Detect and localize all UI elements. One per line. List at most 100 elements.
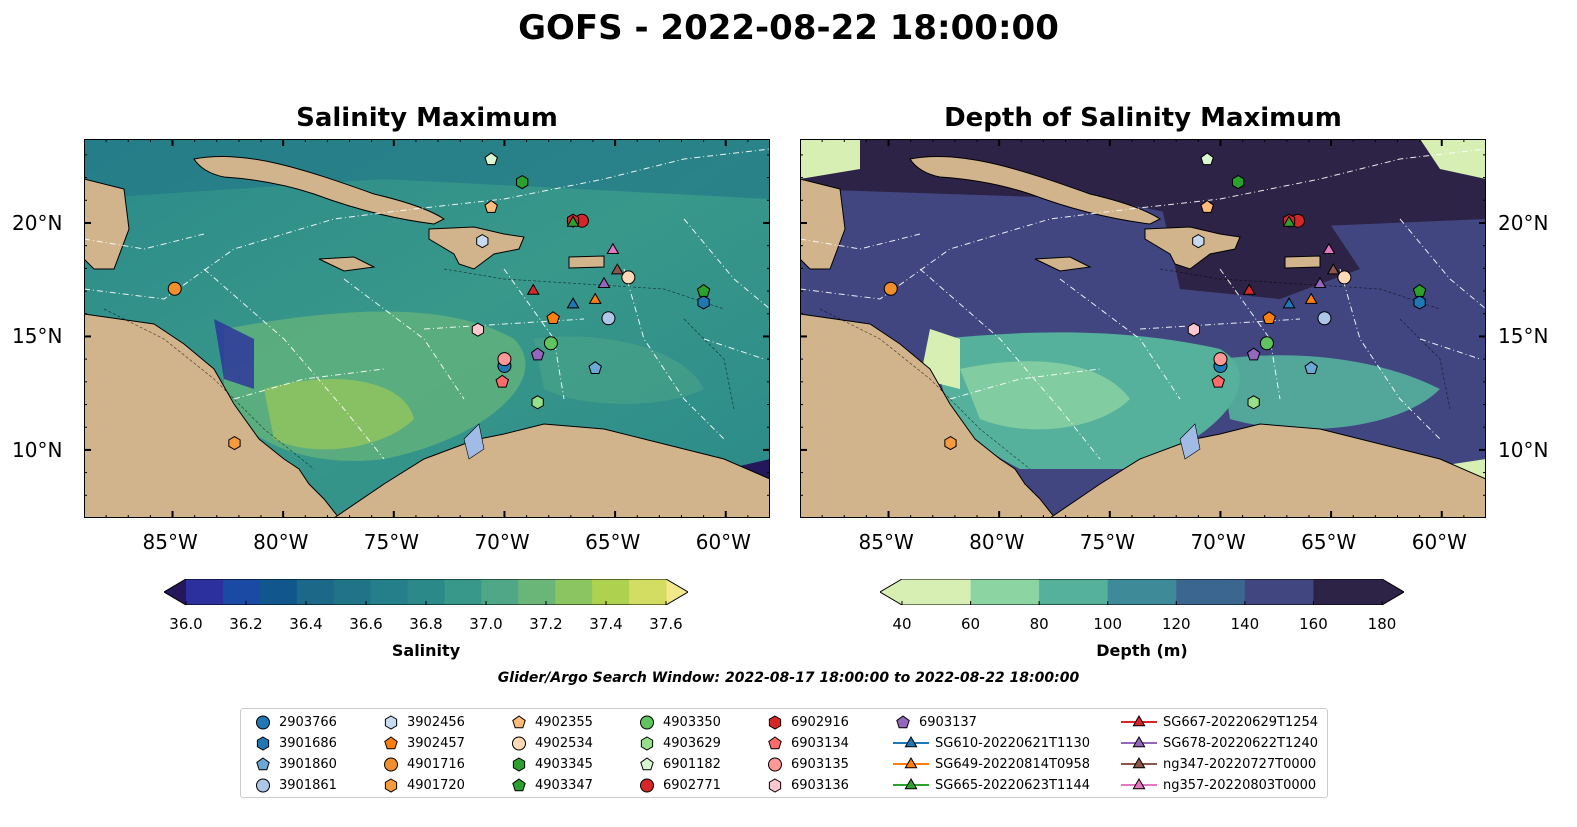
- marker-3901686[interactable]: [697, 295, 710, 310]
- marker-6901182[interactable]: [1200, 152, 1214, 166]
- colorbar-segment: [259, 579, 298, 605]
- marker-4902534[interactable]: [621, 270, 636, 285]
- colorbar-segment: [1244, 579, 1314, 605]
- marker-4902355[interactable]: [1200, 199, 1214, 213]
- legend-item: SG678-20220622T1240: [1121, 734, 1318, 752]
- marker-4903347[interactable]: [1412, 283, 1427, 297]
- marker-SG649-20220814T0958[interactable]: [588, 292, 602, 304]
- depth-salinity-maximum-map[interactable]: [800, 139, 1486, 518]
- colorbar-segment: [629, 579, 667, 605]
- legend-item: 3902456: [381, 713, 465, 731]
- marker-ng357-20220803T0000[interactable]: [606, 242, 620, 254]
- legend-item: 4901720: [381, 776, 465, 794]
- marker-4903350[interactable]: [543, 336, 558, 351]
- marker-3901686[interactable]: [1413, 295, 1426, 310]
- colorbar-tick-label: 36.6: [349, 615, 383, 633]
- lon-label: 75°W: [1079, 530, 1136, 554]
- colorbar-extend-low: [164, 579, 186, 605]
- legend-marker-icon: [1121, 757, 1157, 769]
- legend-marker-icon: [1121, 778, 1157, 790]
- colorbar-segment: [444, 579, 482, 605]
- marker-6903137[interactable]: [530, 347, 545, 361]
- legend-item: 6902916: [765, 713, 849, 731]
- marker-6903136[interactable]: [471, 322, 485, 337]
- marker-3901861[interactable]: [601, 311, 616, 326]
- legend-item: SG667-20220629T1254: [1121, 713, 1318, 731]
- salinity-colorbar-label: Salinity: [391, 641, 461, 660]
- colorbar-extend-high: [666, 579, 688, 605]
- colorbar-tick-label: 37.6: [649, 615, 683, 633]
- lon-label: 60°W: [1411, 530, 1467, 554]
- legend-marker-icon: [768, 778, 782, 793]
- marker-3902456[interactable]: [476, 234, 489, 249]
- legend-item: SG649-20220814T0958: [893, 755, 1090, 773]
- marker-4901720[interactable]: [944, 436, 957, 451]
- marker-4903629[interactable]: [1247, 395, 1260, 410]
- legend-item: 2903766: [253, 713, 337, 731]
- marker-3901860[interactable]: [1304, 361, 1318, 374]
- marker-3902457[interactable]: [1262, 311, 1276, 325]
- marker-3901861[interactable]: [1317, 311, 1332, 326]
- legend-label: 3901860: [279, 756, 337, 772]
- marker-SG665-20220623T1144[interactable]: [566, 215, 580, 227]
- marker-4903347[interactable]: [696, 283, 711, 297]
- colorbar-segment: [481, 579, 519, 605]
- colorbar-segment: [296, 579, 335, 605]
- marker-SG610-20220621T1130[interactable]: [1282, 297, 1296, 309]
- marker-4903345[interactable]: [1232, 175, 1245, 190]
- marker-SG678-20220622T1240[interactable]: [1313, 276, 1327, 288]
- marker-4903629[interactable]: [531, 395, 544, 410]
- colorbar-segment: [1313, 579, 1383, 605]
- marker-4902534[interactable]: [1337, 270, 1352, 285]
- colorbar-extend-high: [1382, 579, 1404, 605]
- colorbar-tick-label: 36.0: [169, 615, 203, 633]
- legend-label: SG649-20220814T0958: [935, 756, 1091, 772]
- marker-6903137[interactable]: [1246, 347, 1261, 361]
- legend-item: 4903345: [509, 755, 593, 773]
- salinity-maximum-map[interactable]: [84, 139, 770, 518]
- marker-6903134[interactable]: [1211, 374, 1226, 388]
- legend-label: 6903136: [791, 777, 849, 793]
- marker-6903134[interactable]: [495, 374, 510, 388]
- marker-SG667-20220629T1254[interactable]: [526, 283, 540, 295]
- legend-item: 6902771: [637, 776, 721, 794]
- marker-SG649-20220814T0958[interactable]: [1304, 292, 1318, 304]
- marker-SG665-20220623T1144[interactable]: [1282, 215, 1296, 227]
- marker-4901720[interactable]: [228, 436, 241, 451]
- marker-3902456[interactable]: [1192, 234, 1205, 249]
- colorbar-tick-label: 100: [1093, 615, 1123, 633]
- marker-4902355[interactable]: [484, 199, 498, 213]
- marker-6903136[interactable]: [1187, 322, 1201, 337]
- colorbar-tick-label: 40: [892, 615, 912, 633]
- marker-4903350[interactable]: [1259, 336, 1274, 351]
- marker-SG667-20220629T1254[interactable]: [1242, 283, 1256, 295]
- legend-item: 4902355: [509, 713, 593, 731]
- marker-4901716[interactable]: [167, 281, 182, 296]
- legend-label: 6901182: [663, 756, 721, 772]
- marker-SG610-20220621T1130[interactable]: [566, 297, 580, 309]
- marker-ng347-20220727T0000[interactable]: [610, 263, 624, 275]
- legend-item: SG610-20220621T1130: [893, 734, 1090, 752]
- marker-6903135[interactable]: [1213, 352, 1228, 367]
- legend-marker-icon: [512, 715, 526, 729]
- colorbar-segment: [370, 579, 409, 605]
- marker-3902457[interactable]: [546, 311, 560, 325]
- marker-ng357-20220803T0000[interactable]: [1322, 242, 1336, 254]
- marker-4903345[interactable]: [516, 175, 529, 190]
- legend-label: 3901861: [279, 777, 337, 793]
- lon-label: 70°W: [1190, 530, 1246, 554]
- lat-label-right: 20°N: [1498, 210, 1549, 235]
- marker-4901716[interactable]: [883, 281, 898, 296]
- marker-ng347-20220727T0000[interactable]: [1326, 263, 1340, 275]
- legend-marker-icon: [640, 757, 654, 771]
- lon-label: 65°W: [585, 530, 641, 554]
- marker-6903135[interactable]: [497, 352, 512, 367]
- legend-label: SG667-20220629T1254: [1163, 714, 1319, 730]
- colorbar-tick-label: 60: [961, 615, 981, 633]
- lon-label: 65°W: [1301, 530, 1357, 554]
- marker-3901860[interactable]: [588, 361, 602, 374]
- lat-label-left: 20°N: [12, 210, 63, 235]
- marker-SG678-20220622T1240[interactable]: [597, 276, 611, 288]
- legend-label: 4901720: [407, 777, 465, 793]
- marker-6901182[interactable]: [484, 152, 498, 166]
